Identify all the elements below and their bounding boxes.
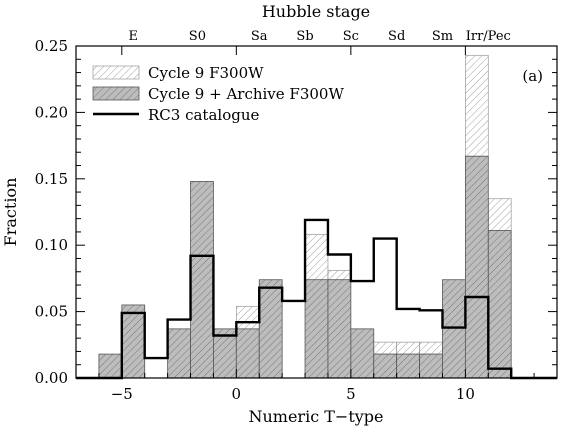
legend-label-rc3: RC3 catalogue (148, 106, 259, 124)
legend-swatch-cycle9 (92, 65, 140, 80)
archive-bar (258, 279, 283, 379)
hubble-stage-label: Sa (251, 29, 268, 44)
y-tick-label: 0.05 (35, 303, 68, 321)
y-tick-label: 0.00 (35, 369, 68, 387)
archive-bar (373, 353, 398, 379)
hubble-stage-label: Sc (343, 29, 359, 44)
legend-swatch-archive (92, 86, 140, 101)
rc3-line (76, 218, 557, 380)
archive-bar (190, 181, 214, 379)
hubble-stage-label: S0 (189, 29, 206, 44)
top-axis-title: Hubble stage (262, 2, 370, 21)
cycle9-bar (304, 234, 329, 281)
hubble-stage-label: E (129, 29, 139, 44)
rc3-series (76, 218, 557, 380)
y-tick-label: 0.10 (35, 236, 68, 254)
archive-bar (327, 279, 352, 379)
archive-bar (419, 353, 443, 379)
archive-bar (396, 353, 420, 379)
x-tick-label: −5 (111, 385, 133, 403)
cycle9-bar (396, 341, 420, 355)
cycle9-bar (465, 54, 489, 157)
archive-bar (350, 328, 375, 379)
hubble-stage-label: Sm (432, 29, 453, 44)
archive-bar (121, 304, 146, 379)
cycle9-bar (373, 341, 398, 355)
y-tick-label: 0.15 (35, 170, 68, 188)
cycle9-bar (487, 198, 512, 231)
cycle9-bar (235, 305, 260, 330)
archive-bar (235, 328, 260, 379)
archive-bars (98, 155, 512, 379)
x-axis-title: Numeric T−type (248, 407, 383, 426)
cycle9-bar (327, 270, 352, 281)
plot-frame (75, 45, 558, 379)
archive-bar (167, 328, 191, 379)
y-tick-label: 0.20 (35, 103, 68, 121)
panel-label: (a) (522, 67, 543, 85)
archive-bar (442, 279, 466, 379)
cycle9-bar (419, 341, 443, 355)
ticks: −5 0 5 10 0.00 0.05 0.10 0.15 0.20 0.25 E S0 Sa Sb Sc S… (35, 29, 558, 403)
hubble-stage-label: Irr/Pec (466, 29, 511, 44)
axes (75, 45, 558, 379)
x-tick-label: 0 (232, 385, 242, 403)
legend: Cycle 9 F300W Cycle 9 + Archive F300W RC… (92, 64, 344, 124)
y-tick-label: 0.25 (35, 37, 68, 55)
archive-bar (487, 230, 512, 379)
legend-label-cycle9: Cycle 9 F300W (148, 64, 264, 82)
hubble-stage-label: Sd (388, 29, 405, 44)
x-tick-label: 5 (346, 385, 356, 403)
y-axis-title: Fraction (1, 178, 20, 247)
archive-bar (304, 279, 329, 379)
x-tick-label: 10 (456, 385, 475, 403)
archive-bar (98, 353, 123, 379)
hubble-stage-label: Sb (296, 29, 313, 44)
legend-label-archive: Cycle 9 + Archive F300W (148, 85, 344, 103)
archive-bar (464, 155, 489, 379)
